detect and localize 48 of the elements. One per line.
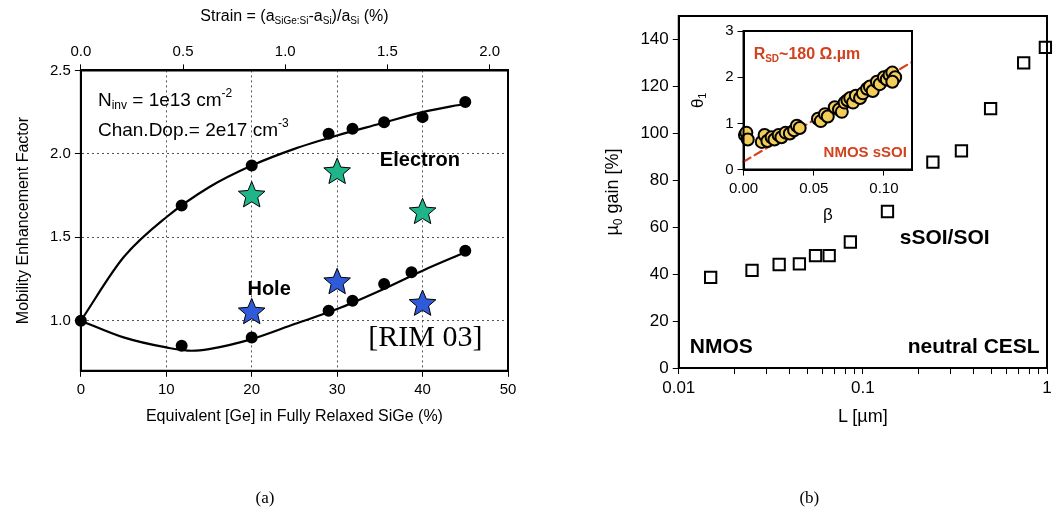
y-axis-title: θ1 (687, 92, 709, 109)
annotation: Hole (247, 277, 291, 300)
y-axis-title: µ0 gain [%] (601, 148, 625, 236)
x-tick-label: 0.10 (869, 178, 899, 196)
y-tick-label: 100 (640, 123, 669, 143)
x2-tick-label: 2.0 (479, 41, 501, 59)
x-tick-label: 10 (157, 379, 175, 397)
x2-tick-label: 1.0 (274, 41, 296, 59)
y-tick-label: 2.5 (49, 60, 71, 78)
y-tick-label: 3 (725, 21, 734, 39)
y-tick-label: 1 (725, 113, 734, 131)
x2-tick-label: 0.5 (172, 41, 194, 59)
x-tick-label: 20 (243, 379, 261, 397)
y-tick-label: 140 (640, 29, 669, 49)
y-tick-label: 0 (659, 357, 669, 377)
x-tick-label: 0 (76, 379, 86, 397)
x-axis-title: β (822, 205, 833, 225)
x-tick-label: 0.00 (728, 178, 759, 196)
annotation: neutral CESL (907, 333, 1040, 357)
x-axis-title: Equivalent [Ge] in Fully Relaxed SiGe (%) (145, 406, 443, 424)
text: (a) (255, 487, 275, 507)
text: (b) (799, 487, 820, 507)
annotation: NMOS sSOI (823, 143, 907, 161)
annotation: NMOS (689, 333, 753, 357)
y-tick-label: 20 (649, 310, 669, 330)
x-tick-label: 30 (328, 379, 346, 397)
x-axis-title: L [µm] (838, 406, 888, 427)
annotation: [RIM 03] (368, 318, 483, 352)
y-tick-label: 2.0 (49, 143, 71, 161)
y-tick-label: 0 (725, 159, 734, 177)
x-tick-label: 1 (1042, 377, 1052, 397)
y-tick-label: 40 (649, 263, 669, 283)
y-axis-title: Mobility Enhancement Factor (14, 116, 32, 325)
annotation: Electron (379, 148, 460, 171)
x2-tick-label: 1.5 (376, 41, 398, 59)
x-tick-label: 50 (499, 379, 517, 397)
y-tick-label: 80 (649, 169, 669, 189)
y-tick-label: 2 (725, 67, 734, 85)
x2-tick-label: 0.0 (70, 41, 92, 59)
x-tick-label: 0.05 (799, 178, 829, 196)
y-tick-label: 1.5 (49, 227, 71, 245)
y-tick-label: 120 (640, 76, 669, 96)
annotation: sSOI/SOI (899, 224, 990, 248)
x-tick-label: 0.1 (851, 377, 875, 397)
x-tick-label: 0.01 (662, 377, 696, 397)
y-tick-label: 1.0 (49, 310, 71, 328)
y-tick-label: 60 (649, 216, 669, 236)
x-tick-label: 40 (414, 379, 431, 397)
